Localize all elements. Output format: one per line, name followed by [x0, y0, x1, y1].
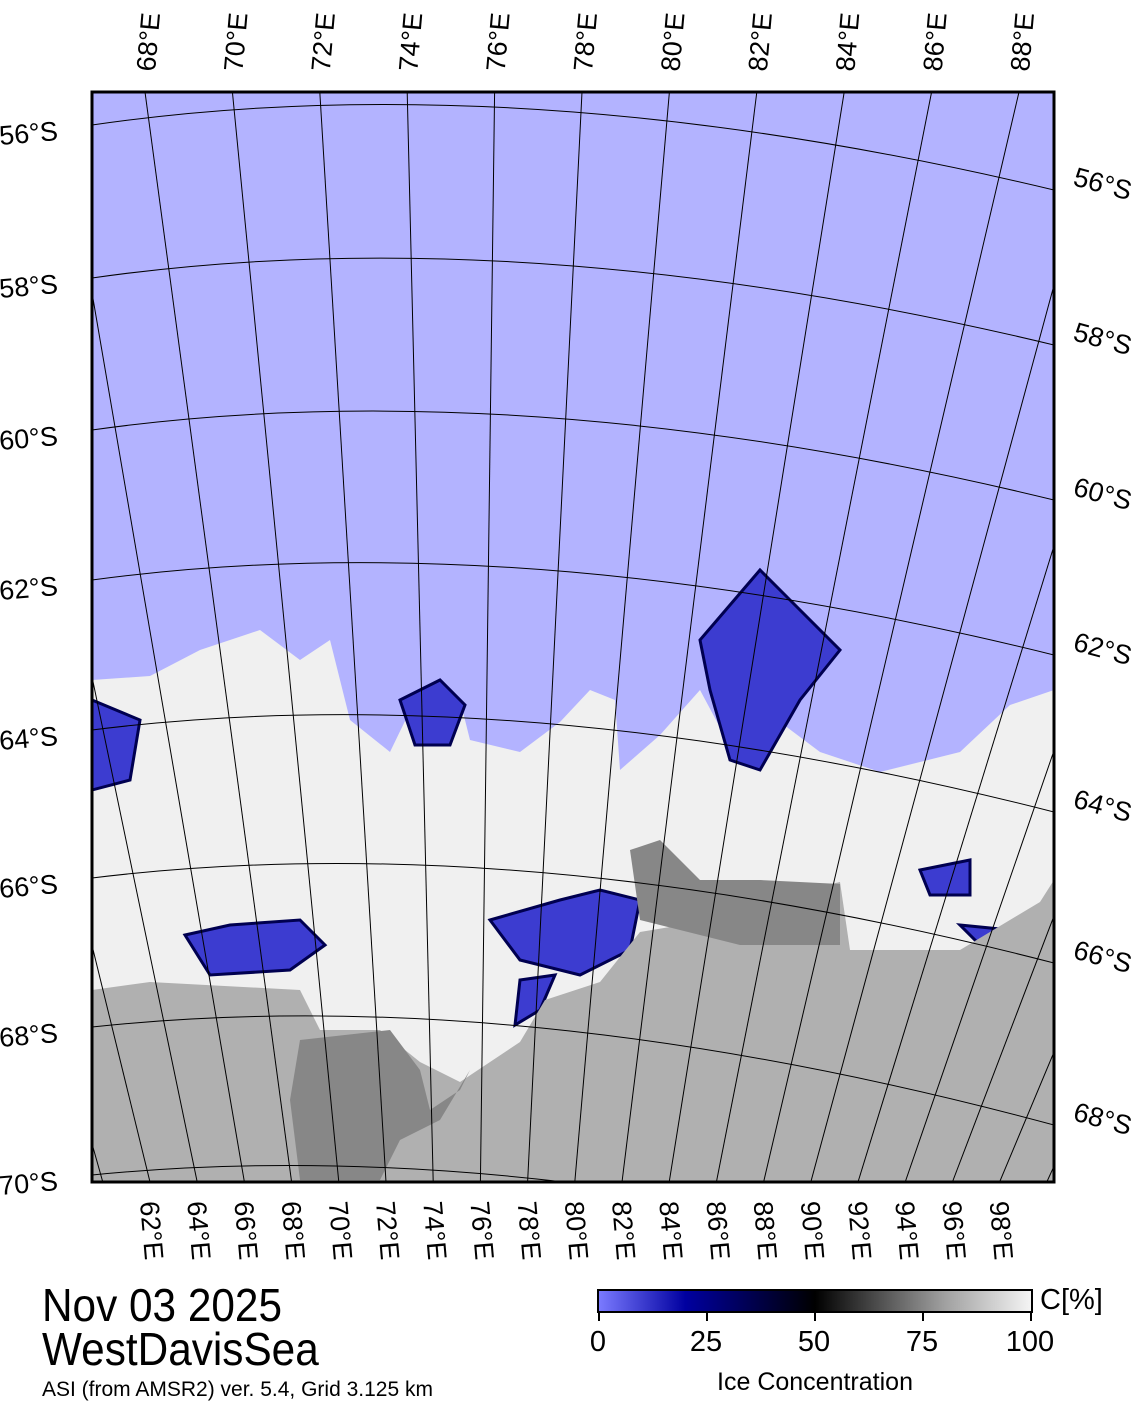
left-lat-label: 70°S — [0, 1166, 59, 1201]
left-lat-label: 58°S — [0, 269, 59, 304]
top-lon-label: 76°E — [481, 11, 516, 72]
parallel-line — [92, 410, 1054, 501]
left-lat-label: 68°S — [0, 1018, 59, 1053]
meridian-line — [92, 289, 245, 1182]
bottom-lon-label: 76°E — [464, 1200, 499, 1261]
top-lon-label: 80°E — [655, 11, 690, 72]
land-shelf — [290, 840, 840, 1180]
top-lon-label: 70°E — [218, 11, 253, 72]
top-lon-label: 68°E — [131, 11, 166, 72]
bottom-lon-label: 94°E — [889, 1200, 924, 1261]
right-lat-label: 66°S — [1070, 935, 1135, 979]
parallel-line — [92, 103, 1054, 191]
bottom-lon-label: 68°E — [276, 1200, 311, 1261]
meridian-line — [904, 749, 1054, 1182]
bottom-lon-label: 66°E — [228, 1200, 263, 1261]
colorbar-tick-label: 75 — [905, 1326, 939, 1358]
right-lat-label: 62°S — [1070, 627, 1135, 671]
right-lat-label: 56°S — [1070, 162, 1135, 206]
parallel-line — [92, 562, 1054, 656]
parallel-line — [92, 714, 1054, 813]
region-title: WestDavisSea — [42, 1323, 319, 1375]
left-lat-label: 66°S — [0, 869, 59, 904]
bottom-lon-label: 80°E — [559, 1200, 594, 1261]
meridian-line — [527, 92, 583, 1182]
left-lat-label: 64°S — [0, 721, 59, 756]
right-lat-label: 68°S — [1070, 1097, 1135, 1141]
bottom-lon-label: 78°E — [512, 1200, 547, 1261]
meridian-line — [479, 92, 496, 1182]
meridian-line — [810, 283, 1054, 1182]
bottom-lon-label: 70°E — [323, 1200, 358, 1261]
bottom-lon-label: 98°E — [984, 1200, 1019, 1261]
meridian-line — [231, 92, 340, 1182]
graticule — [92, 92, 1054, 1182]
data-source: ASI (from AMSR2) ver. 5.4, Grid 3.125 km — [42, 1378, 433, 1401]
parallel-line — [92, 257, 1054, 346]
colorbar-tick-label: 25 — [689, 1326, 723, 1358]
colorbar-tick — [1030, 1311, 1032, 1321]
meridian-line — [144, 92, 293, 1182]
meridian-line — [621, 92, 758, 1182]
colorbar-tick-label: 50 — [797, 1326, 831, 1358]
colorbar-tick — [814, 1311, 816, 1321]
low-concentration-ice — [92, 567, 1044, 1028]
top-lon-label: 72°E — [306, 11, 341, 72]
colorbar — [597, 1289, 1033, 1313]
meridian-line — [668, 92, 845, 1182]
bottom-lon-label: 72°E — [370, 1200, 405, 1261]
bottom-lon-label: 86°E — [700, 1200, 735, 1261]
left-lat-label: 56°S — [0, 116, 59, 151]
meridian-line — [92, 943, 151, 1182]
meridian-line — [92, 674, 198, 1182]
right-lat-label: 60°S — [1070, 472, 1135, 516]
left-lat-label: 62°S — [0, 571, 59, 606]
bottom-lon-label: 64°E — [181, 1200, 216, 1261]
parallel-line — [92, 1015, 1054, 1126]
bottom-lon-label: 90°E — [795, 1200, 830, 1261]
meridian-line — [319, 92, 387, 1182]
bottom-lon-label: 74°E — [417, 1200, 452, 1261]
top-lon-label: 86°E — [918, 11, 953, 72]
meridian-line — [763, 92, 1020, 1182]
parallel-line — [92, 862, 1054, 964]
bottom-lon-label: 62°E — [134, 1200, 169, 1261]
right-lat-label: 64°S — [1070, 784, 1135, 828]
date-title: Nov 03 2025 — [42, 1279, 283, 1331]
meridian-line — [951, 914, 1054, 1182]
colorbar-tick — [598, 1311, 600, 1321]
right-lat-label: 58°S — [1070, 317, 1135, 361]
colorbar-tick-label: 0 — [589, 1326, 607, 1358]
top-lon-label: 74°E — [393, 11, 428, 72]
meridian-line — [406, 92, 434, 1182]
meridian-line — [715, 92, 933, 1182]
top-lon-label: 82°E — [743, 11, 778, 72]
left-lat-label: 60°S — [0, 421, 59, 456]
bottom-lon-label: 82°E — [606, 1200, 641, 1261]
colorbar-tick-label: 100 — [1005, 1326, 1055, 1358]
map-frame — [90, 90, 1056, 1184]
bottom-lon-label: 88°E — [748, 1200, 783, 1261]
colorbar-tick — [922, 1311, 924, 1321]
top-lon-label: 78°E — [568, 11, 603, 72]
sea-ice-map: 68°E 70°E 72°E 74°E 76°E 78°E 80°E 82°E 84°E 86°E… — [0, 11, 1135, 1261]
bottom-lon-label: 84°E — [653, 1200, 688, 1261]
bottom-lon-label: 92°E — [842, 1200, 877, 1261]
colorbar-unit: C[%] — [1040, 1284, 1103, 1316]
bottom-lon-label: 96°E — [936, 1200, 971, 1261]
parallel-line — [92, 1164, 569, 1182]
top-lon-label: 84°E — [830, 11, 865, 72]
colorbar-tick — [706, 1311, 708, 1321]
meridian-line — [857, 544, 1054, 1182]
colorbar-label: Ice Concentration — [717, 1368, 913, 1396]
top-lon-label: 88°E — [1005, 11, 1040, 72]
